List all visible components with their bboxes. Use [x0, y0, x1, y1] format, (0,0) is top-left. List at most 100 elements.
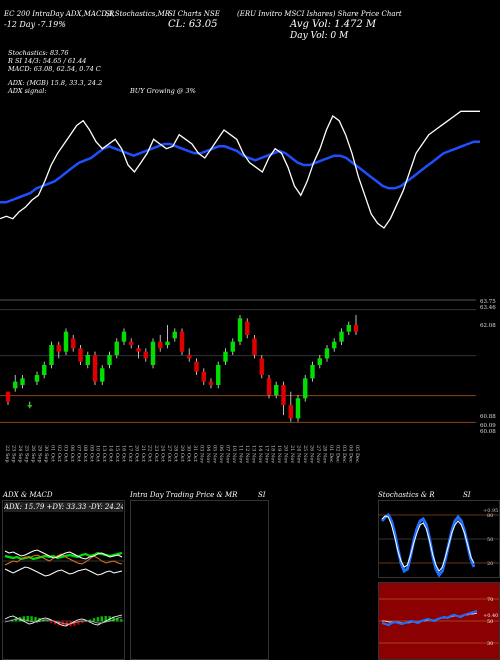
date-label: 17 Nov [263, 445, 269, 463]
candle-down [259, 358, 264, 375]
rsi-level-label: 50 [487, 619, 493, 625]
candle-down [5, 391, 11, 402]
indicator-lines [0, 110, 480, 229]
stoch-level-label: 80 [487, 513, 493, 519]
rsi-line [381, 609, 478, 627]
date-label: 11 Nov [237, 445, 243, 463]
candle-down [78, 348, 83, 362]
candle-up [20, 378, 25, 385]
candle-up [42, 365, 47, 375]
date-label: 21 Oct [140, 445, 146, 462]
candle-up [295, 398, 301, 419]
date-label: 28 Oct [173, 445, 179, 462]
macd-histogram-bar [34, 616, 37, 622]
date-label: 27 Oct [166, 445, 172, 462]
candle-up [100, 368, 105, 382]
adx-macd-plot [3, 549, 124, 627]
close-price: CL: 63.05 [168, 19, 218, 30]
adx-readout: ADX: (MGB) 15.8, 33.3, 24.2 [8, 79, 103, 87]
date-label: 13 Oct [101, 445, 107, 462]
date-label: 22 Oct [147, 445, 153, 462]
macd-histogram-bar [116, 617, 119, 622]
date-label: 24 Sep [17, 445, 23, 463]
date-axis-labels: 22 Sep 23 Sep 24 Sep 25 Sep 26 Sep 29 Sep 30 S… [4, 445, 360, 463]
macd-histogram-bar [53, 621, 57, 625]
date-label: 18 Nov [270, 445, 276, 463]
date-label: 02 Dec [335, 445, 341, 463]
stochastics-plot: 80 50 20 +0.95 [379, 508, 499, 577]
macd-histogram-bar [77, 621, 80, 625]
stoch-title: Stochastics & R [378, 491, 435, 499]
stoch-si: SI [463, 491, 471, 499]
candle-down [194, 361, 199, 372]
candle-up [216, 365, 221, 385]
candle-up [237, 318, 243, 342]
candle-down [281, 385, 286, 405]
avg-volume: Avg Vol: 1.472 M [290, 19, 377, 30]
date-label: 29 Oct [179, 445, 185, 462]
intraday-title: Intra Day Trading Price & MR [130, 491, 238, 499]
candle-down [71, 338, 76, 349]
header-title-2: SI,Stochastics,MR [105, 10, 171, 18]
candle-down [179, 331, 185, 352]
intraday-panel [130, 500, 269, 660]
header-title-1: EC 200 IntraDay ADX,MACD,R [4, 10, 115, 18]
date-label: 21 Nov [289, 445, 295, 463]
macd-histogram-bar [92, 618, 96, 622]
candle-up [223, 351, 228, 362]
candle-up [346, 325, 351, 332]
date-label: 06 Nov [218, 445, 224, 463]
price-label: 60.09 [480, 423, 496, 429]
macd-histogram-bar [26, 616, 29, 622]
date-label: 08 Oct [82, 445, 88, 462]
candle-up [107, 355, 112, 365]
price-label: 62.08 [480, 323, 496, 329]
macd-histogram-bar [46, 620, 49, 622]
candle-down [129, 341, 134, 345]
price-gridlines [0, 299, 476, 423]
candle-down [158, 341, 163, 349]
date-label: 19 Nov [276, 445, 282, 463]
date-label: 10 Oct [95, 445, 101, 462]
candle-down [266, 378, 272, 395]
date-label: 26 Sep [30, 445, 36, 463]
candle-down [187, 355, 192, 359]
day-volume: Day Vol: 0 M [290, 31, 349, 41]
date-label: 24 Nov [296, 445, 302, 463]
rsi-readout: R SI 14/3: 54.65 / 61.44 [8, 57, 87, 65]
candle-down [143, 351, 148, 359]
date-label: 20 Oct [134, 445, 140, 462]
candlestick-series [5, 315, 359, 422]
intraday-si: SI [258, 491, 266, 499]
rsi-plot: 70 50 30 +0.40 [379, 597, 499, 647]
rsi-panel: 70 50 30 +0.40 [378, 582, 500, 660]
date-label: 20 Nov [283, 445, 289, 463]
adx-macd-title: ADX & MACD [3, 491, 53, 499]
price-label: 63.46 [480, 305, 496, 311]
date-label: 03 Nov [198, 445, 204, 463]
candle-up [49, 345, 54, 365]
date-label: 12 Nov [244, 445, 250, 463]
candle-up [317, 358, 322, 365]
candle-up [121, 331, 127, 342]
candle-down [245, 321, 250, 335]
header-title-4: (ERU Invitro MSCI Ishares) Share Price C… [237, 10, 402, 18]
adx-signal-label: ADX signal: [8, 87, 47, 95]
adx-line [4, 549, 123, 560]
date-label: 16 Oct [121, 445, 127, 462]
candle-down [252, 338, 257, 355]
stoch-line [380, 512, 476, 577]
candle-up [165, 341, 170, 345]
header-title-3: SI Charts NSE [168, 10, 220, 18]
candle-up [27, 405, 32, 407]
date-label: 27 Nov [315, 445, 321, 463]
date-label: 24 Oct [160, 445, 166, 462]
rsi-level-label: 30 [487, 641, 493, 647]
rsi-level-label: 70 [487, 597, 493, 603]
candle-down [201, 371, 206, 382]
price-label: 63.75 [480, 299, 496, 305]
adx-line [4, 566, 123, 577]
date-label: 23 Sep [11, 445, 17, 463]
